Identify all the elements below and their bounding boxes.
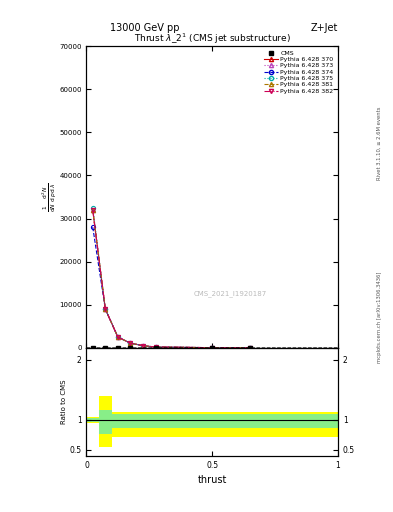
Text: CMS_2021_I1920187: CMS_2021_I1920187 [193, 290, 266, 297]
Y-axis label: Ratio to CMS: Ratio to CMS [61, 379, 67, 424]
Y-axis label: $\frac{1}{\mathrm{d}N}\,\frac{\mathrm{d}^2 N}{\mathrm{d}\,p\,\mathrm{d}\,\lambda: $\frac{1}{\mathrm{d}N}\,\frac{\mathrm{d}… [40, 182, 58, 212]
Text: Rivet 3.1.10, ≥ 2.6M events: Rivet 3.1.10, ≥ 2.6M events [377, 106, 382, 180]
Text: 13000 GeV pp: 13000 GeV pp [110, 23, 180, 33]
Text: Z+Jet: Z+Jet [310, 23, 338, 33]
Legend: CMS, Pythia 6.428 370, Pythia 6.428 373, Pythia 6.428 374, Pythia 6.428 375, Pyt: CMS, Pythia 6.428 370, Pythia 6.428 373,… [263, 49, 335, 95]
Title: Thrust $\lambda\_2^1$ (CMS jet substructure): Thrust $\lambda\_2^1$ (CMS jet substruct… [134, 32, 291, 46]
Text: mcplots.cern.ch [arXiv:1306.3436]: mcplots.cern.ch [arXiv:1306.3436] [377, 272, 382, 363]
X-axis label: thrust: thrust [198, 475, 227, 485]
